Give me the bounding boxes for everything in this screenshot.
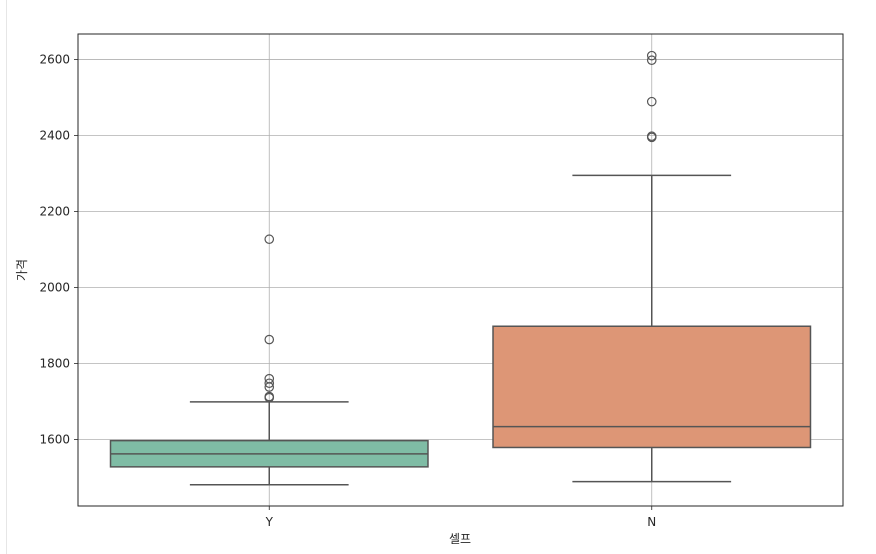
- outlier-point: [646, 50, 657, 61]
- outlier-point: [264, 234, 275, 245]
- y-tick-label: 1600: [39, 432, 70, 446]
- left-divider: [6, 0, 7, 554]
- outlier-point: [646, 96, 657, 107]
- y-tick-label: 2400: [39, 128, 70, 142]
- outlier-point: [646, 131, 657, 142]
- outlier-point: [264, 378, 275, 389]
- outlier-point: [264, 334, 275, 345]
- x-tick-label: N: [647, 515, 656, 529]
- y-axis-ticks: 1600 1800 2000 2200 2400 2600: [39, 52, 78, 446]
- x-tick-label: Y: [265, 515, 274, 529]
- box-group-Y: [109, 234, 429, 486]
- y-tick-label: 2200: [39, 204, 70, 218]
- y-tick-label: 2600: [39, 52, 70, 66]
- outlier-point: [264, 373, 275, 384]
- y-tick-label: 2000: [39, 280, 70, 294]
- x-axis-title: 셀프: [449, 532, 471, 546]
- plot-frame: [77, 33, 844, 507]
- y-axis-title: 가격: [15, 259, 29, 281]
- box-group-N: [492, 50, 812, 483]
- iqr-box: [492, 325, 812, 449]
- outlier-point: [646, 55, 657, 66]
- outlier-point: [264, 391, 275, 402]
- y-tick-label: 1800: [39, 356, 70, 370]
- boxes: [109, 50, 812, 486]
